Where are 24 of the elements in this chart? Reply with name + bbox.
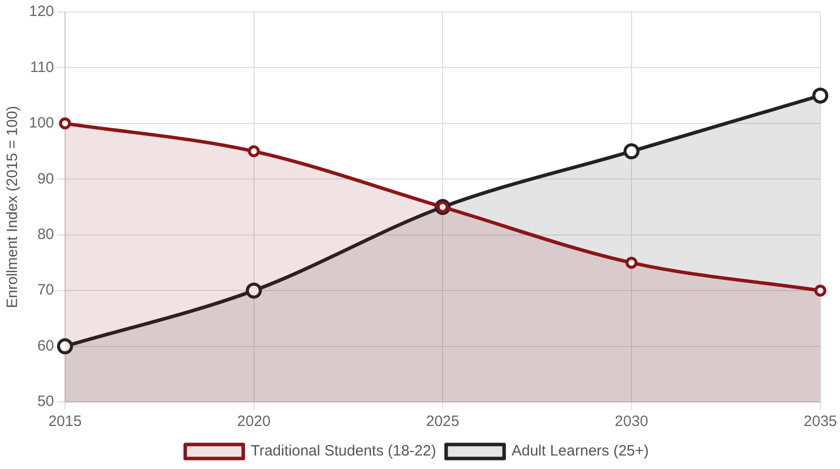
y-tick-label: 100 [28, 114, 54, 132]
y-tick-label: 110 [30, 58, 54, 76]
point [246, 282, 262, 299]
y-tick-label: 60 [37, 337, 54, 354]
x-tick-label: 2020 [237, 413, 271, 430]
point [814, 284, 826, 297]
point [623, 143, 640, 160]
x-tick-label: 2035 [804, 413, 838, 430]
point [248, 145, 260, 158]
x-tick-label: 2025 [426, 413, 460, 430]
point [57, 338, 74, 354]
y-tick-label: 90 [37, 170, 54, 188]
x-tick-label: 2030 [614, 413, 648, 430]
y-axis-title: Enrollment Index (2015 = 100) [4, 106, 22, 308]
y-tick-label: 50 [37, 393, 54, 410]
legend-label: Traditional Students (18-22) [250, 442, 436, 460]
point [625, 256, 638, 269]
legend-label: Adult Learners (25+) [512, 442, 649, 460]
x-tick-label: 2015 [48, 413, 82, 430]
point [59, 117, 72, 130]
point [812, 88, 828, 104]
y-tick-label: 120 [28, 3, 54, 20]
y-tick-label: 70 [37, 282, 54, 299]
y-tick-label: 80 [37, 226, 54, 243]
